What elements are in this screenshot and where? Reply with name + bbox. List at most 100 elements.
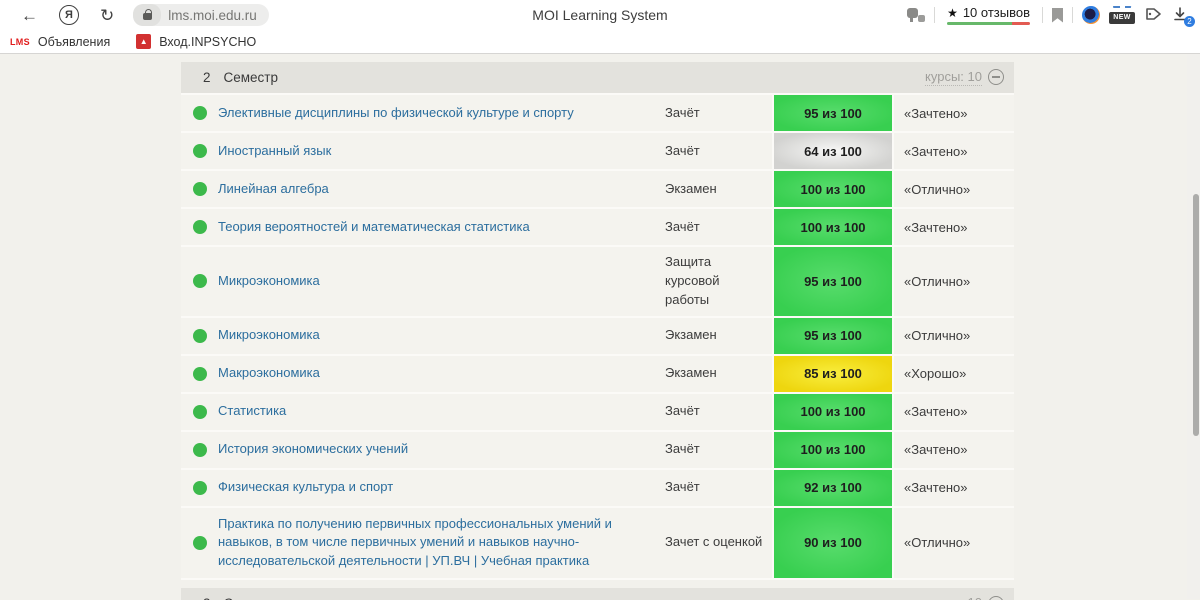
course-title-link[interactable]: Теория вероятностей и математическая ста…: [218, 218, 530, 234]
status-dot-icon: [193, 328, 207, 343]
score-badge: 100 из 100: [772, 209, 894, 245]
grade-text: «Отлично»: [904, 535, 971, 551]
exam-type: Зачёт: [665, 142, 700, 158]
status-dot-icon: [193, 220, 207, 234]
grade-text: «Отлично»: [904, 328, 971, 344]
grades-table: 2 Семестр курсы: 10 Элективные дисциплин…: [181, 62, 1014, 600]
protect-icon[interactable]: [907, 8, 926, 22]
expand-courses-control[interactable]: курсы: 10: [925, 595, 1004, 600]
course-title-link[interactable]: Статистика: [218, 403, 287, 419]
exam-type: Экзамен: [665, 365, 717, 381]
course-row: Статистика Зачёт 100 из 100 «Зачтено»: [181, 393, 1014, 432]
course-row: Линейная алгебра Экзамен 100 из 100 «Отл…: [181, 171, 1014, 209]
courses-count-link[interactable]: курсы: 10: [925, 595, 982, 600]
course-row: Теория вероятностей и математическая ста…: [181, 209, 1014, 247]
grade-text: «Отлично»: [904, 181, 971, 197]
divider: [1072, 7, 1073, 23]
grade-text: «Зачтено»: [904, 219, 968, 235]
status-dot-icon: [193, 144, 207, 158]
semester-label: Семестр: [223, 70, 279, 85]
secure-lock-chip[interactable]: [133, 4, 162, 26]
status-dot-icon: [193, 182, 207, 196]
download-icon[interactable]: 2: [1172, 6, 1195, 27]
score-badge: 95 из 100: [772, 95, 894, 131]
score-badge: 85 из 100: [772, 355, 894, 392]
course-row: Иностранный язык Зачёт 64 из 100 «Зачтен…: [181, 133, 1014, 171]
course-title-link[interactable]: Микроэкономика: [218, 272, 320, 288]
course-title-link[interactable]: Макроэкономика: [218, 365, 320, 381]
collapse-courses-control[interactable]: курсы: 10: [925, 69, 1004, 87]
yandex-icon[interactable]: Я: [59, 5, 79, 25]
grade-text: «Зачтено»: [904, 105, 968, 121]
score-badge: 95 из 100: [772, 317, 894, 354]
toolbar-right-icons: ★ 10 отзывов NEW 2: [907, 5, 1195, 27]
back-icon[interactable]: ←: [21, 5, 38, 25]
bookmark-flag-icon[interactable]: [1052, 7, 1063, 23]
bookmarks-bar: LMS Объявления Вход.INPSYCHO: [0, 30, 1200, 54]
exam-type: Зачёт: [665, 218, 700, 234]
score-badge: 90 из 100: [772, 507, 894, 579]
exam-type: Зачет с оценкой: [665, 534, 763, 550]
extension-icon[interactable]: [1082, 6, 1100, 24]
lock-icon: [142, 9, 152, 20]
rating-bar: [947, 22, 1030, 25]
new-badge: NEW: [1109, 12, 1135, 24]
grade-text: «Отлично»: [904, 273, 971, 289]
course-title-link[interactable]: Иностранный язык: [218, 142, 332, 158]
course-row: История экономических учений Зачёт 100 и…: [181, 431, 1014, 470]
divider: [934, 7, 936, 23]
reviews-button[interactable]: ★ 10 отзывов: [947, 5, 1030, 25]
exam-type: Экзамен: [665, 180, 717, 196]
bookmark-announcements[interactable]: LMS Объявления: [10, 34, 111, 49]
collapse-minus-icon[interactable]: [988, 69, 1004, 86]
status-dot-icon: [193, 442, 207, 457]
course-title-link[interactable]: Микроэкономика: [218, 327, 320, 343]
exam-type: Защита курсовой работы: [665, 254, 720, 307]
status-dot-icon: [193, 404, 207, 419]
grade-text: «Хорошо»: [904, 366, 967, 382]
scrollbar-thumb[interactable]: [1193, 194, 1199, 436]
next-semester-header: 3 Семестр курсы: 10: [181, 588, 1014, 600]
new-extension-icon[interactable]: NEW: [1109, 6, 1135, 24]
download-count-badge: 2: [1184, 16, 1195, 27]
status-dot-icon: [193, 535, 207, 550]
lms-page: 2 Семестр курсы: 10 Элективные дисциплин…: [0, 54, 1200, 600]
address-bar[interactable]: lms.moi.edu.ru: [133, 4, 269, 26]
course-row: Элективные дисциплины по физической куль…: [181, 95, 1014, 133]
status-dot-icon: [193, 106, 207, 120]
grade-text: «Зачтено»: [904, 480, 968, 496]
score-badge: 92 из 100: [772, 469, 894, 506]
refresh-icon[interactable]: ↻: [100, 5, 115, 25]
lms-favicon: LMS: [10, 36, 30, 47]
course-row: Макроэкономика Экзамен 85 из 100 «Хорошо…: [181, 355, 1014, 394]
bookmark-inpsycho[interactable]: Вход.INPSYCHO: [136, 34, 256, 49]
course-title-link[interactable]: Физическая культура и спорт: [218, 479, 394, 495]
reviews-label: 10 отзывов: [962, 5, 1030, 20]
semester-number: 2: [203, 70, 211, 85]
tag-icon[interactable]: [1144, 6, 1163, 24]
grade-text: «Зачтено»: [904, 143, 968, 159]
browser-chrome: ← Я ↻ lms.moi.edu.ru MOI Learning System…: [0, 0, 1200, 54]
status-dot-icon: [193, 366, 207, 381]
course-title-link[interactable]: Элективные дисциплины по физической куль…: [218, 104, 574, 120]
url-text: lms.moi.edu.ru: [168, 7, 257, 23]
exam-type: Экзамен: [665, 327, 717, 343]
course-title-link[interactable]: Линейная алгебра: [218, 180, 329, 196]
course-list: Элективные дисциплины по физической куль…: [181, 95, 1014, 581]
courses-count-link[interactable]: курсы: 10: [925, 69, 982, 87]
exam-type: Зачёт: [665, 479, 700, 495]
grade-text: «Зачтено»: [904, 404, 968, 420]
exam-type: Зачёт: [665, 403, 700, 419]
semester-number: 3: [203, 596, 211, 600]
semester-header: 2 Семестр курсы: 10: [181, 62, 1014, 95]
expand-plus-icon[interactable]: [988, 595, 1004, 600]
score-badge: 100 из 100: [772, 431, 894, 468]
course-row: Микроэкономика Защита курсовой работы 95…: [181, 247, 1014, 318]
grade-text: «Зачтено»: [904, 442, 968, 458]
course-title-link[interactable]: История экономических учений: [218, 441, 409, 457]
score-badge: 95 из 100: [772, 247, 894, 316]
browser-toolbar: ← Я ↻ lms.moi.edu.ru MOI Learning System…: [0, 0, 1200, 30]
score-badge: 100 из 100: [772, 171, 894, 207]
course-title-link[interactable]: Практика по получению первичных професси…: [218, 515, 612, 569]
status-dot-icon: [193, 274, 207, 289]
